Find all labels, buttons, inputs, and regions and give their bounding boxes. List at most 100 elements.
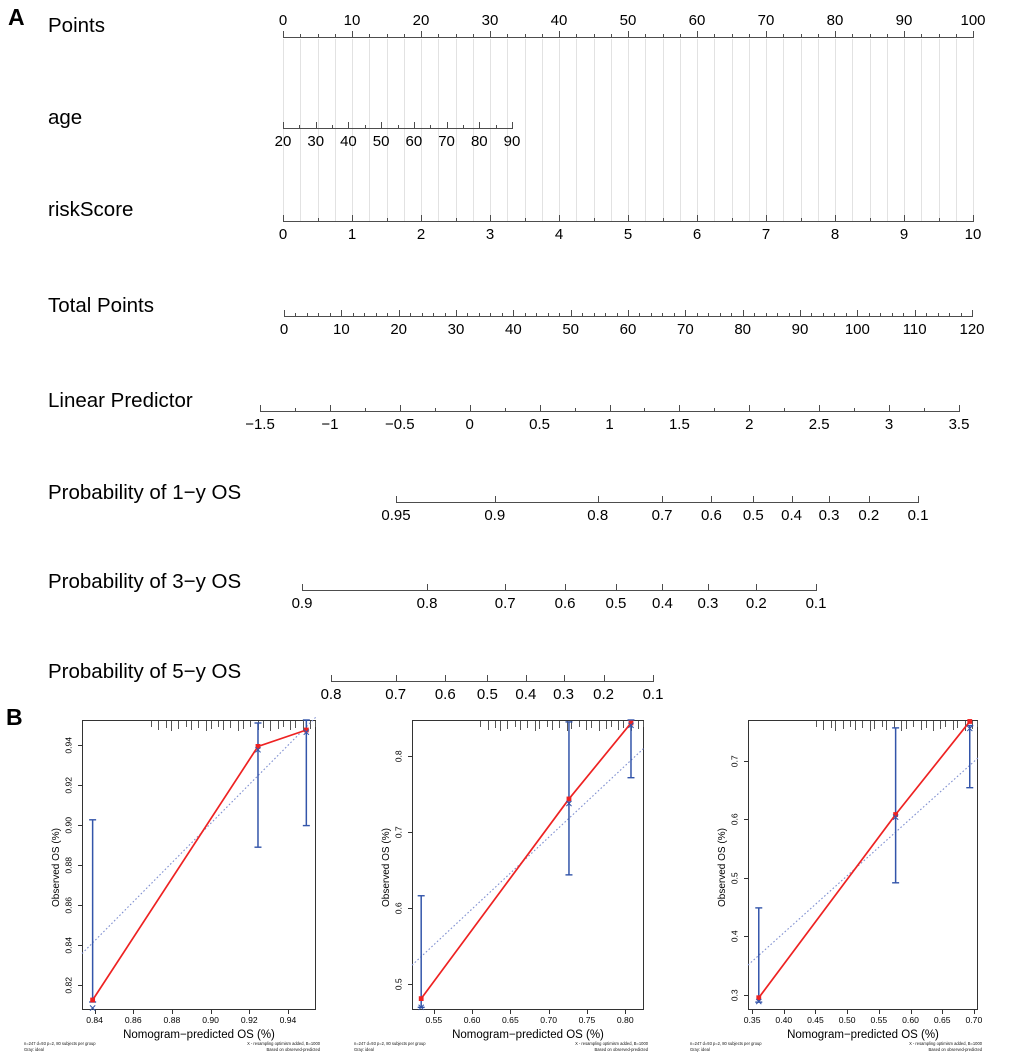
nomogram-tick-major [352,31,353,38]
calibration-rug-mark [551,721,553,730]
calibration-rug-mark [222,721,224,730]
calibration-note-right-line2: Based on observed-predicted [266,1046,320,1052]
nomogram-tick-major [512,122,513,129]
nomogram-tick-label: 50 [372,133,390,150]
nomogram-guide-line [300,39,302,222]
nomogram-tick-minor [852,33,854,38]
nomogram-row-label-riskscore: riskScore [48,198,134,221]
nomogram-tick-label: 0.1 [805,595,827,612]
nomogram-tick-label: 9 [899,226,909,243]
nomogram-tick-major [487,675,489,682]
nomogram-guide-line [697,39,698,222]
nomogram-tick-label: 60 [688,12,706,29]
calibration-x-tick-label: 0.60 [902,1015,919,1025]
nomogram-tick-label: 20 [412,12,430,29]
calibration-curves [81,716,317,1011]
nomogram-tick-minor [800,217,802,222]
nomogram-tick-minor [455,33,457,38]
nomogram-guide-line [628,39,629,222]
calibration-y-tick [78,865,82,866]
nomogram-panel: Points 0 10 20 30 40 50 60 70 80 90 100 age 20 30 40 50 6… [48,12,986,703]
calibration-rug-mark [925,721,927,728]
nomogram-guide-line [403,39,405,222]
nomogram-tick-major [513,310,515,317]
nomogram-row-label-probability-3y-os: Probability of 3−y OS [48,570,242,593]
nomogram-tick-label: 0.5 [476,686,498,703]
nomogram-tick-minor [834,312,836,317]
bias-corrected-x-marker [255,746,261,753]
nomogram-tick-label: 0.4 [652,595,673,612]
calibration-rug-mark [546,721,548,727]
observed-point-marker [418,996,424,1002]
nomogram-row-label-linear-predictor: Linear Predictor [48,389,193,412]
ideal-reference-line [411,747,645,966]
calibration-x-tick [133,1010,135,1014]
nomogram-tick-minor [478,312,480,317]
bias-corrected-x-marker [966,725,973,732]
calibration-x-axis-label: Nomogram−predicted OS (%) [452,1029,604,1041]
calibration-rug-mark [869,721,871,731]
observed-point-marker [255,744,261,749]
nomogram-tick-minor [880,312,882,317]
nomogram-tick-major [756,584,758,591]
calibration-x-tick-label: 0.70 [965,1015,983,1025]
nomogram-tick-label: 1 [347,226,357,243]
nomogram-tick-label: 40 [504,321,522,338]
calibration-y-tick [78,945,82,946]
nomogram-tick-minor [334,33,336,38]
nomogram-tick-major [662,496,664,503]
nomogram-tick-minor [938,33,940,38]
nomogram-guide-line [973,39,974,222]
nomogram-tick-minor [593,33,595,38]
nomogram-tick-minor [490,312,492,317]
nomogram-guide-line [593,39,595,222]
calibration-rug-mark [976,721,978,727]
nomogram-tick-label: 0.7 [385,686,407,703]
nomogram-tick-minor [317,217,319,222]
calibration-panel: 0.84 0.86 0.88 0.90 0.92 0.94 0.82 0.84 0.86 0.88… [0,706,1020,1062]
calibration-rug-mark [893,721,895,728]
calibration-x-tick-label: 0.86 [124,1015,142,1025]
nomogram-tick-major [399,405,401,412]
nomogram-tick-minor [462,124,464,129]
calibration-rug-mark [302,721,304,731]
nomogram-tick-major [973,215,974,222]
nomogram-tick-minor [891,312,893,317]
nomogram-tick-major [597,496,599,503]
nomogram-tick-major [479,122,481,129]
nomogram-tick-major [857,310,859,317]
calibration-rug-mark [638,721,640,729]
nomogram-tick-label: 80 [470,133,488,150]
calibration-rug-mark [874,721,876,729]
nomogram-tick-label: 0.5 [529,416,551,433]
nomogram-tick-minor [434,407,436,412]
nomogram-guide-line [886,39,888,222]
bias-corrected-x-marker [628,722,634,729]
nomogram-tick-minor [375,312,377,317]
calibration-rug-mark [835,721,837,731]
calibration-x-tick-label: 0.40 [775,1015,793,1025]
nomogram-tick-minor [421,312,423,317]
calibration-note-right-line2: Based on observed-predicted [928,1046,982,1052]
nomogram-tick-minor [903,312,905,317]
nomogram-tick-label: 120 [959,321,985,338]
nomogram-axis-age [283,128,512,129]
observed-point-marker [628,720,634,726]
nomogram-tick-major [490,215,491,222]
calibration-x-tick [942,1010,944,1014]
nomogram-tick-major [697,215,698,222]
nomogram-tick-label: 80 [734,321,751,338]
nomogram-tick-major [628,310,629,317]
nomogram-tick-minor [559,312,561,317]
nomogram-tick-major [395,675,397,682]
calibration-y-tick [744,819,748,821]
calibration-x-tick-label: 0.94 [279,1015,297,1025]
nomogram-guide-line [472,39,474,222]
confidence-interval-bar [417,895,425,1009]
nomogram-tick-minor [455,217,457,222]
calibration-rug-mark [150,721,152,727]
observed-point-marker [90,997,96,1003]
bias-corrected-x-marker [89,1005,96,1011]
nomogram-tick-minor [593,217,595,222]
nomogram-tick-label: 90 [503,133,521,150]
